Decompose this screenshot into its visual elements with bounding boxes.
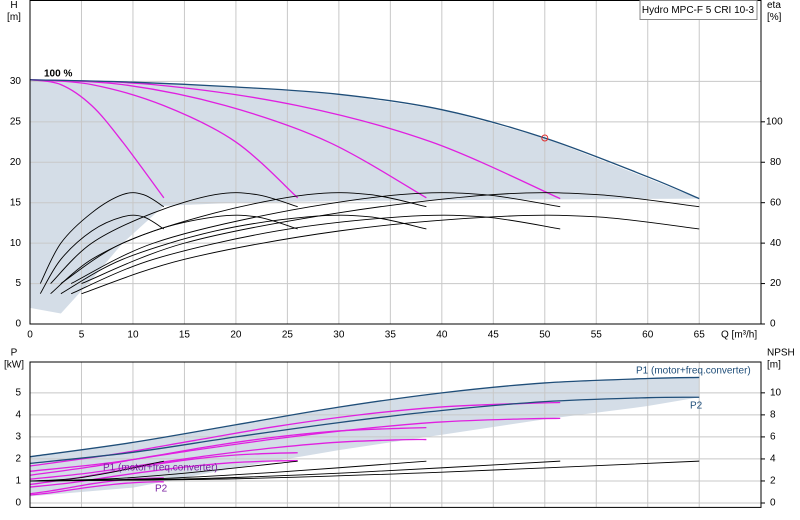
curve bbox=[81, 214, 700, 295]
x-tick-label: 55 bbox=[591, 330, 603, 341]
y-axis-unit: [kW] bbox=[4, 360, 24, 371]
y-tick-label: 1 bbox=[15, 476, 21, 487]
y-tick-label: 20 bbox=[10, 157, 22, 168]
y-tick-label: 10 bbox=[10, 238, 22, 249]
operating-area bbox=[30, 79, 700, 314]
x-tick-label: 35 bbox=[385, 330, 397, 341]
plot: 0 1 2 3 4 5 0 2 4 6 8 10 P[kW] NPSH[m] P1 (motor+freq.… bbox=[4, 348, 795, 509]
y-axis-label: H bbox=[10, 0, 17, 11]
x-tick-label: 50 bbox=[539, 330, 551, 341]
x-tick-label: 20 bbox=[230, 330, 242, 341]
y2-axis-unit: [m] bbox=[767, 360, 781, 371]
annotation: 100 % bbox=[44, 69, 72, 80]
annotation: P2 bbox=[690, 401, 703, 412]
annotation: P2 bbox=[155, 484, 168, 495]
curve bbox=[70, 192, 561, 284]
x-tick-label: 45 bbox=[488, 330, 500, 341]
y2-tick-label: 20 bbox=[770, 278, 782, 289]
duty-point bbox=[541, 134, 549, 142]
y2-tick-label: 100 bbox=[766, 116, 783, 127]
annotation: P1 (motor+freq.converter) bbox=[636, 366, 751, 377]
y-axis-unit: [m] bbox=[7, 12, 21, 23]
curve bbox=[29, 376, 700, 458]
curve bbox=[29, 481, 164, 496]
x-tick-label: 0 bbox=[27, 330, 33, 341]
x-axis-label: Q [m³/h] bbox=[721, 330, 757, 341]
curve bbox=[71, 214, 561, 295]
x-tick-label: 25 bbox=[282, 330, 294, 341]
y2-tick-label: 40 bbox=[770, 238, 782, 249]
x-tick-label: 5 bbox=[79, 330, 85, 341]
y-tick-label: 2 bbox=[15, 454, 21, 465]
plot: 0 5 10 15 20 25 30 35 40 45 50 55 60 65 0 5 10 15 20 25 30 0 2… bbox=[7, 0, 783, 341]
y2-tick-label: 8 bbox=[770, 410, 776, 421]
y-axis-label: P bbox=[11, 348, 18, 359]
y-tick-label: 0 bbox=[15, 498, 21, 509]
curve bbox=[29, 396, 700, 464]
y2-tick-label: 6 bbox=[770, 432, 776, 443]
curve bbox=[29, 427, 427, 476]
curve bbox=[29, 79, 165, 199]
annotation: P1 (motor+freq.converter) bbox=[103, 463, 218, 474]
curve bbox=[29, 477, 164, 495]
curve bbox=[29, 79, 299, 199]
y-tick-label: 5 bbox=[15, 387, 21, 398]
y-tick-label: 25 bbox=[10, 116, 22, 127]
y2-axis-unit: [%] bbox=[767, 12, 782, 23]
y2-axis-label: NPSH bbox=[767, 348, 795, 359]
curve bbox=[29, 79, 700, 200]
legend-box bbox=[639, 0, 758, 20]
y2-tick-label: 0 bbox=[770, 498, 776, 509]
x-tick-label: 40 bbox=[436, 330, 448, 341]
y-tick-label: 5 bbox=[15, 278, 21, 289]
legend-title: Hydro MPC-F 5 CRI 10-3 bbox=[642, 5, 755, 16]
x-tick-label: 65 bbox=[694, 330, 706, 341]
y-tick-label: 3 bbox=[15, 432, 21, 443]
y-tick-label: 15 bbox=[10, 197, 22, 208]
y-tick-label: 30 bbox=[10, 76, 22, 87]
curve bbox=[39, 192, 165, 284]
y2-tick-label: 4 bbox=[770, 454, 776, 465]
x-tick-label: 60 bbox=[642, 330, 654, 341]
y-tick-label: 4 bbox=[15, 410, 21, 421]
curve bbox=[29, 438, 427, 480]
plot-frame bbox=[29, 361, 762, 508]
curve bbox=[81, 192, 700, 284]
curve bbox=[29, 417, 561, 472]
x-tick-label: 30 bbox=[333, 330, 345, 341]
curve bbox=[29, 460, 298, 488]
y2-tick-label: 2 bbox=[770, 476, 776, 487]
y2-axis-label: eta bbox=[767, 0, 781, 11]
y-tick-label: 0 bbox=[15, 319, 21, 330]
curve bbox=[39, 214, 165, 294]
x-tick-label: 10 bbox=[127, 330, 139, 341]
y2-tick-label: 10 bbox=[770, 387, 782, 398]
curve bbox=[50, 214, 298, 295]
curve bbox=[29, 460, 700, 482]
curve bbox=[60, 214, 427, 295]
y2-tick-label: 80 bbox=[770, 157, 782, 168]
plot-frame bbox=[29, 0, 762, 325]
y2-tick-label: 60 bbox=[770, 197, 782, 208]
curve bbox=[29, 79, 427, 199]
curve bbox=[50, 192, 298, 284]
x-tick-label: 15 bbox=[179, 330, 191, 341]
y2-tick-label: 0 bbox=[770, 319, 776, 330]
